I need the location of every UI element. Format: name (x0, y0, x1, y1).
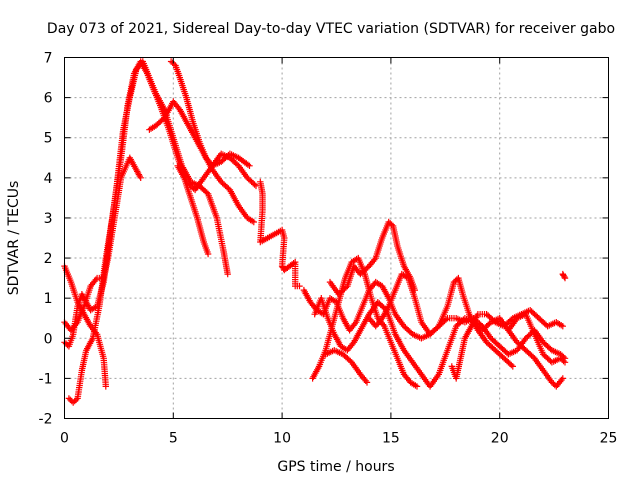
y-tick-label: -2 (39, 412, 53, 428)
y-tick-label: 0 (44, 331, 53, 347)
series-track-7 (174, 162, 212, 258)
plus-markers (174, 162, 212, 258)
y-axis-label: SDTVAR / TECUs (6, 181, 22, 296)
series-track-12 (326, 218, 418, 298)
x-tick-labels: 0 5 10 15 20 25 (60, 431, 617, 447)
series-isolated (559, 270, 569, 282)
plus-markers (365, 270, 516, 370)
plus-markers (257, 178, 303, 290)
x-tick-label: 5 (169, 431, 178, 447)
axis-ticks (64, 57, 609, 419)
series-scatter-gap (257, 178, 303, 290)
x-tick-label: 25 (600, 431, 618, 447)
y-tick-label: 7 (44, 51, 53, 67)
y-tick-label: 5 (44, 131, 53, 147)
plus-markers (61, 154, 144, 334)
x-tick-label: 20 (491, 431, 509, 447)
plus-markers (505, 311, 569, 366)
x-tick-label: 0 (60, 431, 69, 447)
y-tick-labels: -2 -1 0 1 2 3 4 5 6 7 (39, 51, 53, 428)
series-track-3 (61, 58, 231, 350)
x-axis-label: GPS time / hours (277, 459, 394, 475)
plus-markers (61, 58, 231, 350)
plus-markers (167, 58, 253, 169)
grid (64, 57, 609, 419)
series-track-4 (65, 58, 260, 406)
series-track-2 (61, 154, 144, 334)
plot-frame (64, 57, 609, 419)
y-tick-label: 2 (44, 251, 53, 267)
x-tick-label: 15 (382, 431, 400, 447)
y-tick-label: 4 (44, 171, 53, 187)
series-track-14 (448, 307, 566, 382)
chart-title: Day 073 of 2021, Sidereal Day-to-day VTE… (47, 21, 615, 37)
plus-markers (65, 58, 260, 406)
y-tick-label: -1 (39, 371, 53, 387)
plus-markers (326, 218, 418, 298)
plus-markers (448, 307, 566, 382)
y-tick-label: 3 (44, 211, 53, 227)
y-tick-label: 6 (44, 91, 53, 107)
series-track-11 (322, 347, 371, 386)
series-track-6 (167, 58, 253, 169)
y-tick-label: 1 (44, 291, 53, 307)
plus-markers (322, 347, 371, 386)
plus-markers (559, 270, 569, 282)
series-track-13 (365, 270, 516, 370)
data-marks (61, 58, 569, 406)
series-track-15 (505, 311, 569, 366)
x-tick-label: 10 (273, 431, 291, 447)
